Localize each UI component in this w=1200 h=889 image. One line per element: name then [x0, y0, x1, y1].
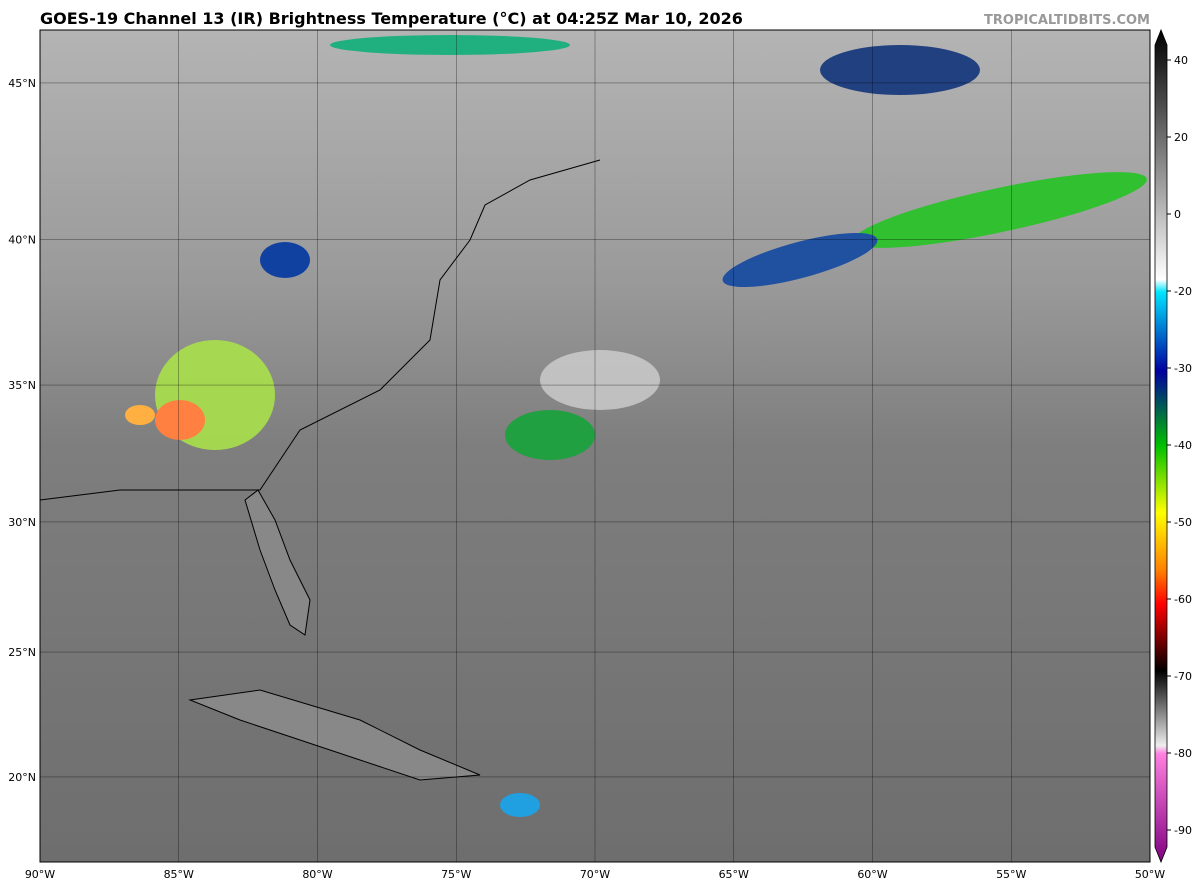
lat-label: 20°N	[8, 771, 36, 784]
lat-label: 40°N	[8, 234, 36, 247]
map-frame	[39, 29, 1151, 863]
lon-label: 90°W	[25, 868, 55, 881]
colorbar-label: 0	[1174, 208, 1181, 221]
colorbar-label: -20	[1174, 285, 1192, 298]
lon-label: 85°W	[164, 868, 194, 881]
colorbar	[1154, 28, 1168, 864]
lat-label: 35°N	[8, 379, 36, 392]
watermark: TROPICALTIDBITS.COM	[984, 13, 1150, 28]
colorbar-label: -90	[1174, 824, 1192, 837]
title: GOES-19 Channel 13 (IR) Brightness Tempe…	[40, 9, 743, 28]
colorbar-label: -80	[1174, 747, 1192, 760]
lon-label: 70°W	[580, 868, 610, 881]
colorbar-label: -50	[1174, 516, 1192, 529]
lon-label: 50°W	[1135, 868, 1165, 881]
lat-label: 25°N	[8, 646, 36, 659]
colorbar-label: -70	[1174, 670, 1192, 683]
lon-label: 55°W	[996, 868, 1026, 881]
imagery	[40, 30, 1150, 862]
lat-label: 45°N	[8, 77, 36, 90]
colorbar-label: 20	[1174, 131, 1188, 144]
lon-label: 60°W	[857, 868, 887, 881]
colorbar-label: 40	[1174, 54, 1188, 67]
lon-label: 65°W	[719, 868, 749, 881]
colorbar-label: -30	[1174, 362, 1192, 375]
lon-label: 80°W	[302, 868, 332, 881]
lat-label: 30°N	[8, 516, 36, 529]
lon-label: 75°W	[441, 868, 471, 881]
colorbar-label: -40	[1174, 439, 1192, 452]
colorbar-label: -60	[1174, 593, 1192, 606]
